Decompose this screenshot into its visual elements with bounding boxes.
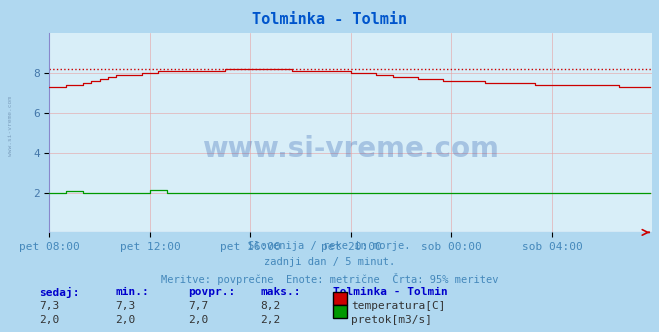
Text: temperatura[C]: temperatura[C] xyxy=(351,301,445,311)
Text: pretok[m3/s]: pretok[m3/s] xyxy=(351,315,432,325)
Text: www.si-vreme.com: www.si-vreme.com xyxy=(202,135,500,163)
Text: Slovenija / reke in morje.: Slovenija / reke in morje. xyxy=(248,241,411,251)
Text: 2,2: 2,2 xyxy=(260,315,281,325)
Text: 2,0: 2,0 xyxy=(188,315,208,325)
Text: zadnji dan / 5 minut.: zadnji dan / 5 minut. xyxy=(264,257,395,267)
Text: sedaj:: sedaj: xyxy=(40,287,80,298)
Text: Tolminka - Tolmin: Tolminka - Tolmin xyxy=(252,12,407,27)
Text: 7,3: 7,3 xyxy=(115,301,136,311)
Text: 2,0: 2,0 xyxy=(115,315,136,325)
Text: povpr.:: povpr.: xyxy=(188,287,235,297)
Text: maks.:: maks.: xyxy=(260,287,301,297)
Text: www.si-vreme.com: www.si-vreme.com xyxy=(8,96,13,156)
Text: min.:: min.: xyxy=(115,287,149,297)
Text: 8,2: 8,2 xyxy=(260,301,281,311)
Text: 7,7: 7,7 xyxy=(188,301,208,311)
Text: 7,3: 7,3 xyxy=(40,301,60,311)
Text: Tolminka - Tolmin: Tolminka - Tolmin xyxy=(333,287,447,297)
Text: Meritve: povprečne  Enote: metrične  Črta: 95% meritev: Meritve: povprečne Enote: metrične Črta:… xyxy=(161,273,498,285)
Text: 2,0: 2,0 xyxy=(40,315,60,325)
